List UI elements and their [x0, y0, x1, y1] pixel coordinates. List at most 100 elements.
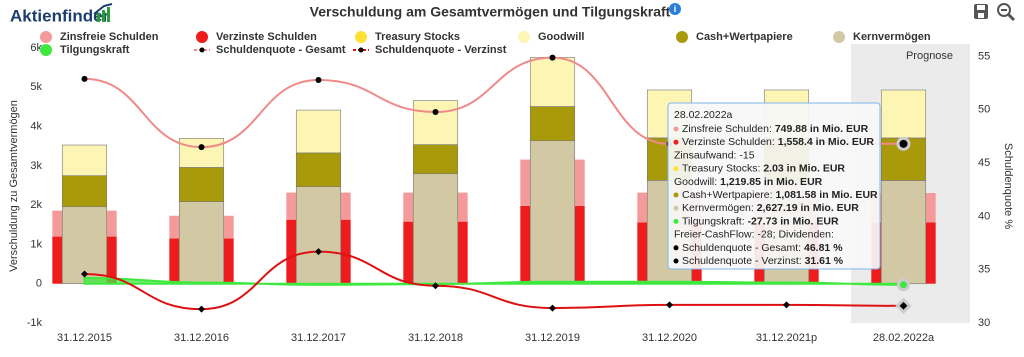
- tooltip-value: 1,558.4 in Mio. EUR: [778, 136, 875, 148]
- bar-segment: [530, 107, 574, 141]
- tooltip-dot: [674, 219, 679, 224]
- hover-point: [899, 280, 909, 290]
- tooltip-label: Zinsfreie Schulden:: [682, 123, 775, 135]
- tooltip-label: Kernvermögen:: [682, 202, 757, 214]
- tooltip-dot: [674, 166, 679, 171]
- legend-label: Treasury Stocks: [375, 31, 460, 43]
- tooltip-row: Schuldenquote - Gesamt: 46.81 %: [682, 242, 843, 254]
- y2-tick-label: 45: [978, 157, 990, 169]
- y-tick-label: 0: [36, 278, 42, 290]
- y-tick-label: 3k: [30, 160, 42, 172]
- x-tick-label: 28.02.2022a: [873, 332, 935, 344]
- legend-item[interactable]: Goodwill: [518, 31, 584, 43]
- bar-segment: [179, 202, 223, 284]
- save-icon[interactable]: [974, 4, 988, 19]
- legend-marker: [518, 31, 530, 43]
- marker: [550, 55, 556, 61]
- legend-item[interactable]: Tilgungskraft: [40, 44, 130, 56]
- legend-marker: [196, 31, 208, 43]
- bar-segment: [413, 174, 457, 284]
- x-tick-label: 31.12.2017: [291, 332, 346, 344]
- legend-marker: [40, 44, 52, 56]
- legend-label: Schuldenquote - Gesamt: [216, 44, 346, 56]
- tooltip-row: Treasury Stocks: 2.03 in Mio. EUR: [682, 162, 845, 174]
- tooltip-dot: [674, 193, 679, 198]
- tooltip-row: Kernvermögen: 2,627.19 in Mio. EUR: [682, 202, 859, 214]
- legend-label: Tilgungskraft: [60, 44, 130, 56]
- tooltip-label: Treasury Stocks:: [682, 162, 763, 174]
- legend-item[interactable]: Schuldenquote - Verzinst: [353, 44, 507, 56]
- bar-segment: [881, 181, 925, 284]
- chart-title: Verschuldung am Gesamtvermögen und Tilgu…: [310, 4, 671, 20]
- tooltip-label: Cash+Wertpapiere:: [682, 189, 775, 201]
- y2-tick-label: 50: [978, 104, 990, 116]
- tooltip-label: Goodwill:: [674, 176, 720, 188]
- x-tick-label: 31.12.2021p: [756, 332, 817, 344]
- legend-marker: [355, 31, 367, 43]
- legend-marker: [833, 31, 845, 43]
- marker: [433, 109, 439, 115]
- marker: [198, 306, 205, 313]
- y2-tick-label: 30: [978, 317, 990, 329]
- tooltip-value: 1,081.58 in Mio. EUR: [775, 189, 878, 201]
- y-tick-label: 5k: [30, 81, 42, 93]
- tooltip-row: Cash+Wertpapiere: 1,081.58 in Mio. EUR: [682, 189, 878, 201]
- tooltip-dot: [674, 206, 679, 211]
- legend-item[interactable]: Kernvermögen: [833, 31, 931, 43]
- marker: [82, 76, 88, 82]
- legend-label: Goodwill: [538, 31, 584, 43]
- y2-axis-title: Schuldenquote %: [1002, 143, 1014, 229]
- tooltip-dot: [674, 127, 679, 132]
- tooltip-value: 2.03 in Mio. EUR: [763, 162, 845, 174]
- legend-item[interactable]: Cash+Wertpapiere: [676, 31, 793, 43]
- tooltip-value: 31.61 %: [805, 255, 844, 267]
- bar-segment: [530, 141, 574, 284]
- legend-label: Kernvermögen: [853, 31, 931, 43]
- legend-label: Zinsfreie Schulden: [60, 31, 159, 43]
- tooltip-label: Schuldenquote - Gesamt:: [682, 242, 804, 254]
- tooltip-dot: [674, 245, 679, 250]
- tooltip-row: Goodwill: 1,219.85 in Mio. EUR: [674, 176, 823, 188]
- y2-tick-label: 35: [978, 264, 990, 276]
- tooltip-value: 46.81 %: [804, 242, 843, 254]
- tooltip-row: Tilgungskraft: -27.73 in Mio. EUR: [682, 215, 839, 227]
- y-tick-label: -1k: [27, 317, 43, 329]
- y-tick-label: 1k: [30, 238, 42, 250]
- tooltip-row: Zinsaufwand: -15: [674, 149, 755, 161]
- tooltip-dot: [674, 259, 679, 264]
- legend-item[interactable]: Verzinste Schulden: [196, 31, 317, 43]
- marker: [549, 305, 556, 312]
- bar-segment: [62, 176, 106, 207]
- y-axis-title: Verschuldung zu Gesamtvermögen: [8, 100, 20, 272]
- brand: Aktienfinder: [10, 6, 110, 25]
- tooltip-value: -27.73 in Mio. EUR: [748, 215, 839, 227]
- tooltip-title: 28.02.2022a: [674, 109, 733, 121]
- legend-item[interactable]: Schuldenquote - Gesamt: [194, 44, 346, 56]
- x-tick-label: 31.12.2019: [525, 332, 580, 344]
- bar-segment: [296, 153, 340, 187]
- bar-segment: [413, 145, 457, 174]
- tooltip-row: Verzinste Schulden: 1,558.4 in Mio. EUR: [682, 136, 874, 148]
- legend-marker: [40, 31, 52, 43]
- tooltip-label: Tilgungskraft:: [682, 215, 748, 227]
- tooltip-value: 1,219.85 in Mio. EUR: [720, 176, 823, 188]
- info-icon[interactable]: i: [669, 3, 681, 15]
- tooltip-label: Freier-CashFlow: -28; Dividenden:: [674, 228, 834, 240]
- x-tick-label: 31.12.2020: [642, 332, 697, 344]
- tooltip-value: 2,627.19 in Mio. EUR: [757, 202, 860, 214]
- tooltip-label: Verzinste Schulden:: [682, 136, 778, 148]
- x-tick-label: 31.12.2015: [57, 332, 112, 344]
- legend-label: Verzinste Schulden: [216, 31, 317, 43]
- legend-label: Schuldenquote - Verzinst: [375, 44, 507, 56]
- y2-tick-label: 40: [978, 210, 990, 222]
- legend-item[interactable]: Zinsfreie Schulden: [40, 31, 159, 43]
- tooltip-label: Zinsaufwand: -15: [674, 149, 755, 161]
- zoom-icon[interactable]: [998, 4, 1014, 20]
- bar-segment: [179, 138, 223, 167]
- marker: [898, 138, 909, 149]
- legend-item[interactable]: Treasury Stocks: [355, 31, 460, 43]
- y-tick-label: 4k: [30, 120, 42, 132]
- bar-segment: [62, 145, 106, 176]
